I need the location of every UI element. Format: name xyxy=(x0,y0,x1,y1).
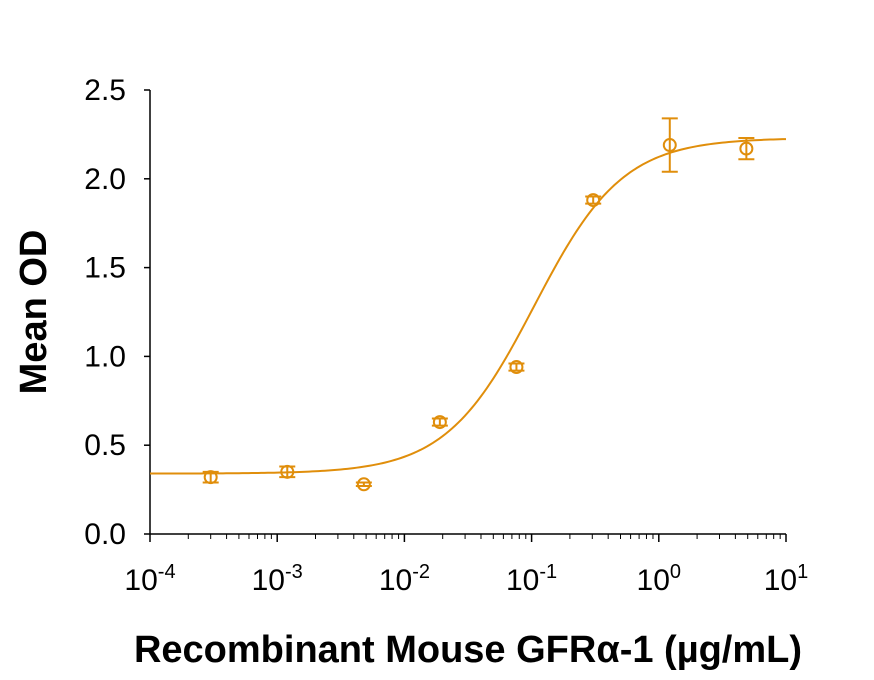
data-point xyxy=(661,117,678,173)
x-tick-base: 10 xyxy=(764,564,797,597)
y-tick-label: 2.0 xyxy=(84,163,126,196)
x-tick-exponent: -3 xyxy=(285,561,303,583)
axes xyxy=(149,90,786,535)
x-tick-exponent: 0 xyxy=(670,561,681,583)
y-tick-label: 1.0 xyxy=(84,340,126,373)
y-tick-label: 2.5 xyxy=(84,74,126,107)
x-tick-base: 10 xyxy=(637,564,670,597)
fit-curve-layer xyxy=(150,138,787,475)
y-axis-title: Mean OD xyxy=(13,230,55,395)
data-point xyxy=(355,477,372,492)
point-marker xyxy=(586,193,601,208)
x-tick-base: 10 xyxy=(124,564,157,597)
y-tick-label: 0.5 xyxy=(84,429,126,462)
x-tick-label: 10-1 xyxy=(506,561,557,597)
point-marker xyxy=(739,141,754,156)
point-marker xyxy=(356,477,371,492)
x-tick-exponent: -1 xyxy=(539,561,557,583)
x-tick-exponent: 1 xyxy=(797,561,808,583)
data-point xyxy=(585,193,602,208)
data-point xyxy=(431,415,448,430)
x-tick-label: 10-2 xyxy=(379,561,430,597)
data-point xyxy=(738,136,755,161)
y-ticks: 0.0 0.5 1.0 1.5 2.0 2.5 xyxy=(84,74,150,551)
point-marker xyxy=(662,138,677,153)
x-tick-base: 10 xyxy=(252,564,285,597)
x-tick-exponent: -2 xyxy=(412,561,430,583)
point-marker xyxy=(280,464,295,479)
x-tick-label: 10-3 xyxy=(252,561,303,597)
point-marker xyxy=(509,360,524,375)
x-axis-title: Recombinant Mouse GFRα-1 (µg/mL) xyxy=(134,629,802,671)
data-point xyxy=(279,464,296,479)
x-tick-label: 10-4 xyxy=(124,561,175,597)
data-points xyxy=(202,117,755,492)
y-tick-label: 0.0 xyxy=(84,518,126,551)
point-marker xyxy=(432,415,447,430)
point-marker xyxy=(203,470,218,485)
x-tick-base: 10 xyxy=(379,564,412,597)
fit-curve xyxy=(150,138,787,475)
x-tick-label: 101 xyxy=(764,561,809,597)
x-tick-exponent: -4 xyxy=(158,561,176,583)
x-tick-base: 10 xyxy=(506,564,539,597)
x-ticks: 10-4 10-3 10-2 10-1 100 101 xyxy=(124,534,808,597)
y-tick-label: 1.5 xyxy=(84,252,126,285)
data-point xyxy=(202,470,219,485)
x-tick-label: 100 xyxy=(637,561,682,597)
data-point xyxy=(508,360,525,375)
